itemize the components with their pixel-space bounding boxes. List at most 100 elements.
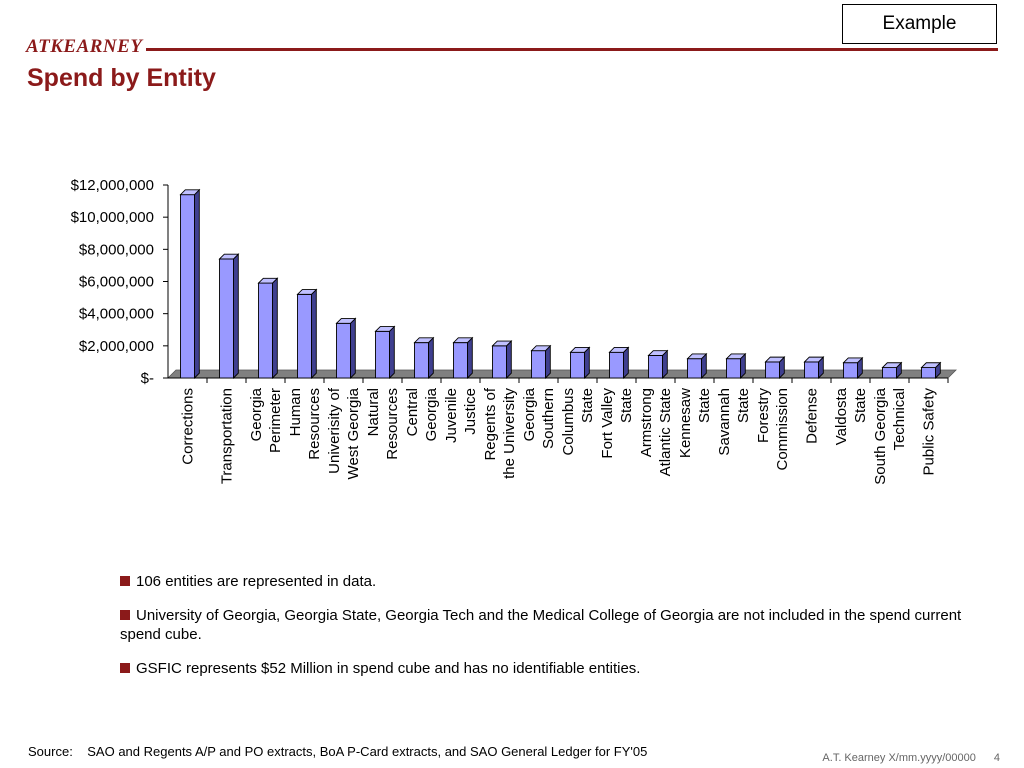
bar-front [570, 351, 585, 379]
x-tick-label: State [579, 388, 596, 423]
x-tick-label: Perimeter [267, 388, 284, 453]
x-tick-label-group: Savannah State [716, 388, 752, 456]
x-tick-label: Technical [891, 388, 908, 451]
bullet-text: University of Georgia, Georgia State, Ge… [120, 607, 962, 643]
x-tick-label: Corrections [180, 388, 197, 465]
y-tick-label: $4,000,000 [79, 306, 154, 323]
x-tick-label-group: Transportation [219, 388, 236, 484]
bar-side [311, 288, 317, 380]
x-tick-label: Resources [306, 388, 323, 460]
x-tick-label: Univerisity of [326, 387, 343, 474]
bar-front [882, 367, 897, 379]
x-tick-label: Columbus [560, 388, 577, 456]
x-tick-label-group: Univerisity of West Georgia [326, 387, 362, 479]
bar-top [530, 345, 552, 352]
bar-front [531, 350, 546, 379]
bullet-square-icon [120, 576, 130, 586]
x-tick-label: Southern [540, 388, 557, 449]
x-tick-label-group: Armstrong Atlantic State [638, 388, 674, 476]
y-tick-label: $6,000,000 [79, 274, 154, 291]
source-label: Source: [28, 744, 73, 759]
x-tick-label: Atlantic State [657, 388, 674, 476]
x-tick-label-group: Central Georgia [404, 387, 440, 441]
x-tick-label-group: Forestry Commission [755, 388, 791, 471]
x-tick-label-group: Fort Valley State [599, 388, 635, 459]
y-tick-label: $2,000,000 [79, 338, 154, 355]
x-tick-label-group: Regents of the University [482, 387, 518, 479]
example-label: Example [882, 13, 957, 34]
x-tick-label-group: Georgia Perimeter [248, 387, 284, 453]
bar-front [375, 330, 390, 379]
x-tick-label-group: Human Resources [287, 388, 323, 460]
bullet-square-icon [120, 663, 130, 673]
doc-reference: A.T. Kearney X/mm.yyyy/00000 [822, 752, 976, 764]
x-tick-label: Resources [384, 388, 401, 460]
bar-top [881, 362, 903, 368]
x-tick-label: Juvenile [443, 388, 460, 443]
x-tick-label: Justice [462, 388, 479, 435]
x-tick-label-group: Valdosta State [833, 387, 869, 445]
y-tick-label: $12,000,000 [71, 177, 154, 194]
bar-front [492, 345, 507, 379]
x-tick-label: Georgia [423, 387, 440, 441]
x-tick-label-group: Public Safety [921, 388, 938, 476]
source-text: SAO and Regents A/P and PO extracts, BoA… [87, 744, 648, 759]
x-tick-label-group: Defense [804, 388, 821, 444]
bar-front [687, 358, 702, 379]
bullet-item: University of Georgia, Georgia State, Ge… [120, 606, 980, 644]
bar-top [725, 353, 747, 360]
footer-source: Source: SAO and Regents A/P and PO extra… [28, 744, 647, 759]
bar-front [297, 293, 312, 379]
y-tick-label: $- [141, 370, 154, 387]
x-tick-label-group: Corrections [180, 388, 197, 465]
bar-side [233, 253, 239, 380]
bar-side [506, 339, 512, 380]
bar-front [219, 258, 234, 379]
x-tick-label: Kennesaw [677, 388, 694, 458]
bar-side [428, 336, 434, 380]
bar-side [545, 344, 551, 380]
x-tick-label: State [735, 388, 752, 423]
bar-front [453, 342, 468, 379]
bar-top [569, 347, 591, 353]
x-tick-label: West Georgia [345, 387, 362, 479]
bullet-square-icon [120, 610, 130, 620]
x-tick-label: State [852, 388, 869, 423]
x-tick-label-group: Georgia Southern [521, 387, 557, 449]
bar-top [452, 337, 474, 344]
bar-top [491, 340, 513, 347]
x-tick-label: Human [287, 388, 304, 436]
bullet-item: GSFIC represents $52 Million in spend cu… [120, 659, 980, 678]
bar-front [843, 362, 858, 379]
x-tick-label: State [618, 388, 635, 423]
bar-front [921, 367, 936, 379]
bar-top [608, 347, 630, 353]
bar-front [804, 361, 819, 379]
bar-top [179, 189, 201, 196]
bar-top [413, 337, 435, 344]
bar-top [842, 357, 864, 364]
x-tick-label-group: Kennesaw State [677, 388, 713, 458]
bar-front [258, 282, 273, 379]
example-label-box: Example [842, 4, 997, 44]
chart-floor [167, 369, 957, 379]
bar-top [218, 253, 240, 260]
bullet-text: 106 entities are represented in data. [136, 573, 377, 590]
x-tick-label: Forestry [755, 388, 772, 444]
x-tick-label: Valdosta [833, 387, 850, 445]
bar-front [648, 355, 663, 379]
bar-top [647, 350, 669, 356]
bar-top [764, 356, 786, 363]
x-tick-label: Georgia [248, 387, 265, 441]
x-tick-label: Savannah [716, 388, 733, 456]
bar-front [414, 342, 429, 379]
x-tick-label-group: South Georgia Technical [872, 387, 908, 484]
bar-side [389, 325, 395, 380]
page-number: 4 [993, 752, 1000, 764]
x-tick-label: Regents of [482, 387, 499, 460]
x-tick-label: Fort Valley [599, 388, 616, 459]
bar-front [726, 358, 741, 379]
x-tick-label: Transportation [219, 388, 236, 484]
bar-top [374, 326, 396, 332]
bar-front [765, 361, 780, 379]
